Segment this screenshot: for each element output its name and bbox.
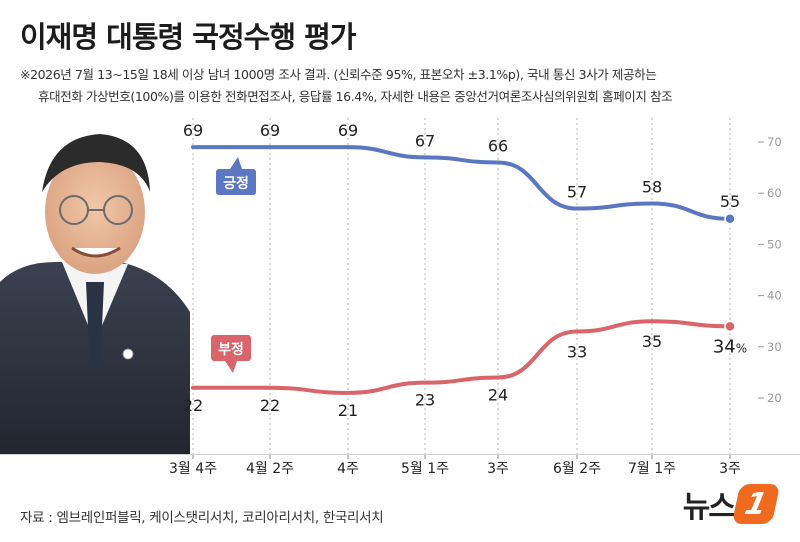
source-note: 자료 : 엠브레인퍼블릭, 케이스탯리서치, 코리아리서치, 한국리서치: [20, 510, 384, 526]
data-label: 69: [260, 121, 280, 140]
negative-series-line: [191, 319, 732, 395]
series-end-point: [724, 213, 736, 225]
data-label: 69: [338, 121, 358, 140]
negative-series-callout: 부정: [211, 335, 251, 373]
data-label: 55: [720, 192, 740, 211]
positive-series-callout: 긍정: [216, 157, 256, 195]
data-label: 35: [642, 332, 662, 351]
x-tick-label: 3월 4주: [169, 461, 217, 477]
series-end-point: [724, 320, 736, 333]
data-label: 57: [567, 183, 587, 202]
data-label: 23: [415, 391, 435, 410]
positive-series-line: [191, 145, 732, 221]
y-tick-label: 30: [767, 340, 782, 354]
logo-wordmark: 뉴스: [682, 490, 736, 525]
data-label: 33: [567, 342, 587, 361]
baseline-rule: [0, 454, 800, 455]
series-name-label: 부정: [218, 341, 244, 358]
x-tick-label: 5월 1주: [401, 461, 449, 477]
data-label: 58: [642, 177, 662, 196]
x-tick-label: 4주: [337, 461, 359, 477]
y-tick-label: 40: [767, 289, 782, 303]
logo-badge: 1: [731, 484, 781, 524]
x-tick-label: 4월 2주: [246, 461, 294, 477]
x-tick-label: 6월 2주: [553, 461, 601, 477]
y-tick-label: 50: [767, 237, 782, 251]
y-tick-label: 20: [767, 391, 782, 405]
y-tick-label: 60: [767, 186, 782, 200]
series-name-label: 긍정: [223, 175, 249, 192]
y-tick-label: 70: [767, 135, 782, 149]
data-label: 24: [488, 386, 508, 405]
survey-note-line-1: ※2026년 7월 13~15일 18세 이상 남녀 1000명 조사 결과. …: [20, 67, 657, 82]
survey-note-line-2: 휴대전화 가상번호(100%)를 이용한 전화면접조사, 응답률 16.4%, …: [38, 89, 673, 104]
page-title: 이재명 대통령 국정수행 평가: [20, 20, 356, 54]
data-label: 21: [338, 401, 358, 420]
data-label: 66: [488, 136, 508, 155]
data-label: 34%: [713, 336, 747, 357]
data-label: 69: [183, 121, 203, 140]
x-tick-label: 3주: [487, 461, 509, 477]
data-label: 67: [415, 131, 435, 150]
data-label: 22: [183, 396, 203, 415]
news1-logo: 뉴스 1: [682, 482, 781, 526]
data-label: 22: [260, 396, 280, 415]
x-tick-label: 3주: [719, 461, 741, 477]
president-photo: [0, 134, 190, 454]
x-tick-label: 7월 1주: [628, 461, 676, 477]
